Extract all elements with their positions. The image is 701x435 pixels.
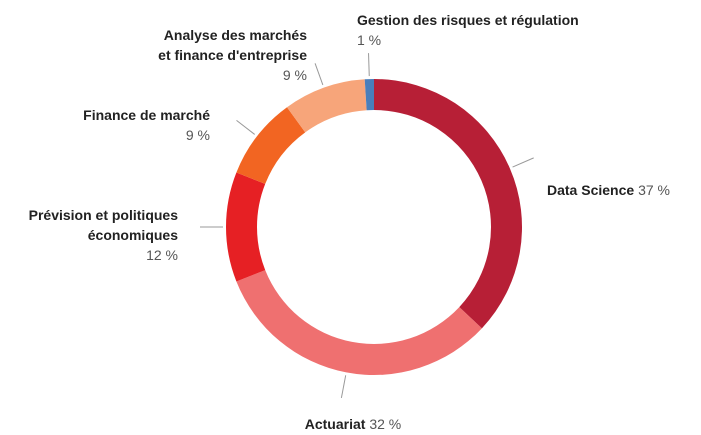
value-label: 37 %	[638, 182, 670, 198]
value-label: 32 %	[369, 416, 402, 432]
leader-line	[236, 119, 255, 135]
slice	[287, 79, 367, 133]
value-label: 9 %	[185, 127, 210, 143]
slice-label: Prévision et politiques économiques 12 %	[29, 205, 178, 265]
slice	[364, 79, 374, 111]
category-label: Analyse des marchés et finance d'entrepr…	[158, 27, 307, 63]
category-label: Data Science	[547, 182, 635, 198]
leader-line	[512, 157, 534, 168]
slice-label: Gestion des risques et régulation 1 %	[357, 10, 579, 50]
slice-label: Data Science 37 %	[547, 180, 670, 200]
value-label: 1 %	[357, 32, 382, 48]
slice	[374, 79, 522, 329]
category-label: Actuariat	[304, 416, 366, 432]
value-label: 9 %	[282, 67, 307, 83]
slice-label: Analyse des marchés et finance d'entrepr…	[158, 25, 307, 85]
category-label: Finance de marché	[83, 107, 210, 123]
value-label: 12 %	[146, 247, 178, 263]
category-label: Gestion des risques et régulation	[357, 12, 579, 28]
leader-line	[368, 53, 370, 77]
slice	[236, 270, 482, 376]
category-label: Prévision et politiques économiques	[28, 207, 178, 243]
leader-line	[314, 63, 324, 86]
leader-line	[340, 375, 347, 399]
slice	[236, 107, 306, 184]
slice-label: Actuariat 32 %	[305, 414, 402, 434]
slice-label: Finance de marché 9 %	[83, 105, 210, 145]
slice	[226, 172, 266, 282]
